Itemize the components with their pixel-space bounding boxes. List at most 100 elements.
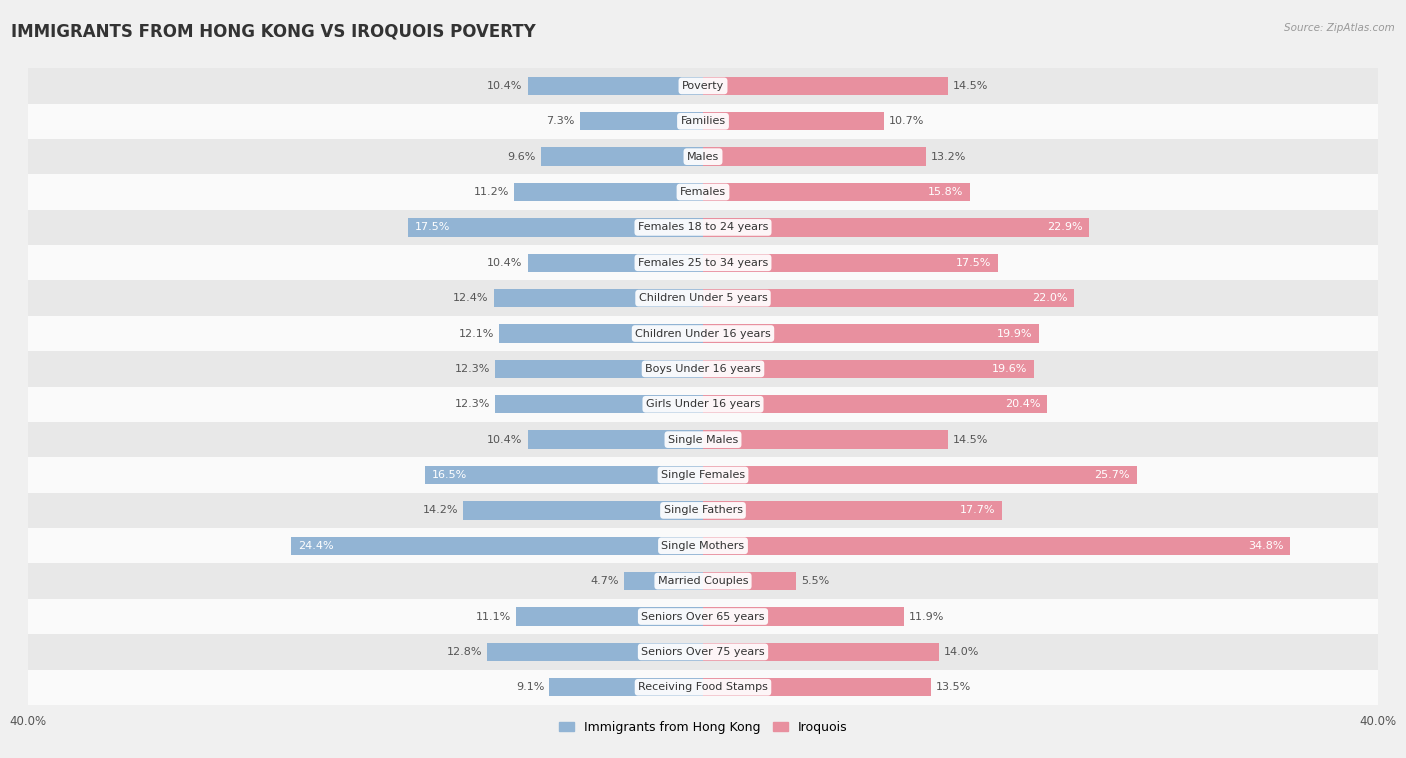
Text: 14.0%: 14.0% <box>945 647 980 657</box>
Bar <box>703 148 925 166</box>
Bar <box>703 537 1291 555</box>
Bar <box>516 607 703 625</box>
Bar <box>494 289 703 307</box>
Text: Single Fathers: Single Fathers <box>664 506 742 515</box>
Text: 17.7%: 17.7% <box>959 506 995 515</box>
Text: 15.8%: 15.8% <box>928 187 963 197</box>
Bar <box>703 360 1033 378</box>
Text: Children Under 5 years: Children Under 5 years <box>638 293 768 303</box>
FancyBboxPatch shape <box>28 139 1378 174</box>
FancyBboxPatch shape <box>28 174 1378 210</box>
Bar <box>703 254 998 272</box>
Bar <box>703 607 904 625</box>
Bar <box>703 77 948 95</box>
FancyBboxPatch shape <box>28 210 1378 245</box>
Text: 13.5%: 13.5% <box>936 682 972 692</box>
Text: 10.7%: 10.7% <box>889 116 924 127</box>
FancyBboxPatch shape <box>28 68 1378 104</box>
Bar <box>703 466 1136 484</box>
Bar <box>703 501 1001 519</box>
Text: Females: Females <box>681 187 725 197</box>
Bar <box>495 395 703 413</box>
Text: Females 18 to 24 years: Females 18 to 24 years <box>638 222 768 233</box>
Text: Poverty: Poverty <box>682 81 724 91</box>
Bar <box>579 112 703 130</box>
Text: Source: ZipAtlas.com: Source: ZipAtlas.com <box>1284 23 1395 33</box>
Bar <box>527 77 703 95</box>
Bar <box>703 395 1047 413</box>
Bar <box>291 537 703 555</box>
FancyBboxPatch shape <box>28 563 1378 599</box>
Text: 22.9%: 22.9% <box>1047 222 1083 233</box>
Text: Seniors Over 75 years: Seniors Over 75 years <box>641 647 765 657</box>
Text: Females 25 to 34 years: Females 25 to 34 years <box>638 258 768 268</box>
Text: 11.9%: 11.9% <box>908 612 945 622</box>
Bar <box>527 254 703 272</box>
Bar <box>703 431 948 449</box>
Legend: Immigrants from Hong Kong, Iroquois: Immigrants from Hong Kong, Iroquois <box>558 721 848 734</box>
FancyBboxPatch shape <box>28 387 1378 422</box>
FancyBboxPatch shape <box>28 351 1378 387</box>
Text: 9.1%: 9.1% <box>516 682 544 692</box>
Text: 25.7%: 25.7% <box>1094 470 1130 480</box>
Bar <box>515 183 703 201</box>
Bar <box>624 572 703 590</box>
Text: Single Males: Single Males <box>668 434 738 445</box>
Text: 19.9%: 19.9% <box>997 328 1032 339</box>
FancyBboxPatch shape <box>28 457 1378 493</box>
Text: Girls Under 16 years: Girls Under 16 years <box>645 399 761 409</box>
Bar <box>703 112 883 130</box>
FancyBboxPatch shape <box>28 104 1378 139</box>
Text: Seniors Over 65 years: Seniors Over 65 years <box>641 612 765 622</box>
Text: 22.0%: 22.0% <box>1032 293 1067 303</box>
Text: 4.7%: 4.7% <box>591 576 619 586</box>
Text: Receiving Food Stamps: Receiving Food Stamps <box>638 682 768 692</box>
Text: 12.3%: 12.3% <box>456 399 491 409</box>
Text: 9.6%: 9.6% <box>508 152 536 161</box>
FancyBboxPatch shape <box>28 634 1378 669</box>
Text: 11.2%: 11.2% <box>474 187 509 197</box>
Bar <box>541 148 703 166</box>
Text: Married Couples: Married Couples <box>658 576 748 586</box>
Text: 14.2%: 14.2% <box>423 506 458 515</box>
Text: 12.8%: 12.8% <box>447 647 482 657</box>
Text: 12.1%: 12.1% <box>458 328 494 339</box>
Text: Children Under 16 years: Children Under 16 years <box>636 328 770 339</box>
Text: 12.3%: 12.3% <box>456 364 491 374</box>
Bar <box>550 678 703 697</box>
Text: 10.4%: 10.4% <box>486 434 523 445</box>
FancyBboxPatch shape <box>28 528 1378 563</box>
Text: Males: Males <box>688 152 718 161</box>
Text: 17.5%: 17.5% <box>415 222 450 233</box>
Bar <box>495 360 703 378</box>
FancyBboxPatch shape <box>28 493 1378 528</box>
Bar <box>703 218 1090 236</box>
Bar <box>408 218 703 236</box>
Text: IMMIGRANTS FROM HONG KONG VS IROQUOIS POVERTY: IMMIGRANTS FROM HONG KONG VS IROQUOIS PO… <box>11 23 536 41</box>
Bar <box>703 572 796 590</box>
Text: Single Females: Single Females <box>661 470 745 480</box>
Text: 19.6%: 19.6% <box>991 364 1026 374</box>
Bar <box>703 678 931 697</box>
FancyBboxPatch shape <box>28 599 1378 634</box>
Text: 10.4%: 10.4% <box>486 258 523 268</box>
Text: Single Mothers: Single Mothers <box>661 540 745 551</box>
Bar <box>703 643 939 661</box>
Text: 14.5%: 14.5% <box>953 434 988 445</box>
Bar <box>499 324 703 343</box>
FancyBboxPatch shape <box>28 669 1378 705</box>
Bar <box>703 324 1039 343</box>
FancyBboxPatch shape <box>28 316 1378 351</box>
Bar <box>703 289 1074 307</box>
Bar <box>527 431 703 449</box>
Bar <box>486 643 703 661</box>
Text: 16.5%: 16.5% <box>432 470 467 480</box>
Bar <box>464 501 703 519</box>
Text: 17.5%: 17.5% <box>956 258 991 268</box>
Text: 5.5%: 5.5% <box>801 576 830 586</box>
FancyBboxPatch shape <box>28 280 1378 316</box>
Text: 34.8%: 34.8% <box>1249 540 1284 551</box>
Text: 12.4%: 12.4% <box>453 293 489 303</box>
Bar <box>703 183 970 201</box>
FancyBboxPatch shape <box>28 245 1378 280</box>
